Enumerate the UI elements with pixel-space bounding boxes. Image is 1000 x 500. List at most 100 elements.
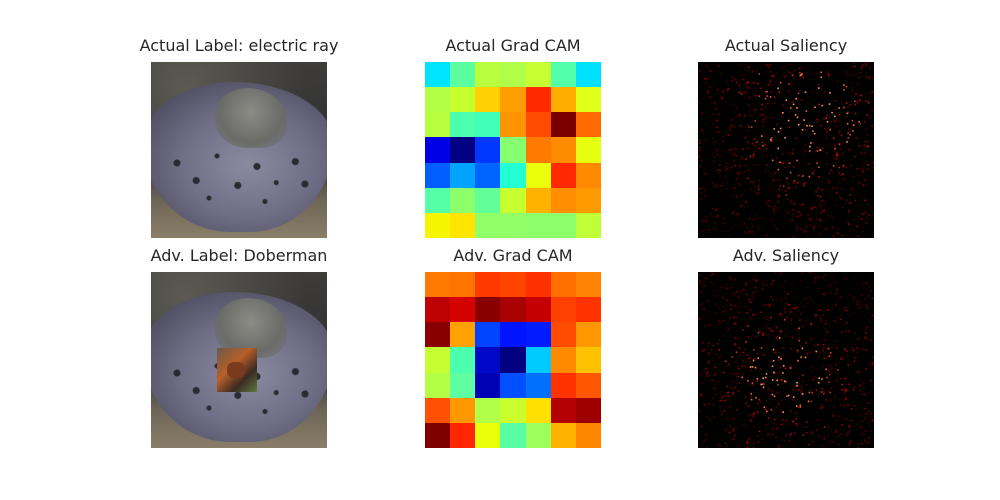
saliency-pixel [735,317,737,319]
saliency-pixel [819,367,821,370]
saliency-pixel [712,283,715,286]
saliency-pixel [716,208,718,211]
saliency-pixel [761,383,764,386]
saliency-pixel [762,334,764,336]
saliency-pixel [863,121,866,123]
saliency-pixel [774,102,776,104]
saliency-pixel [819,149,822,151]
saliency-pixel [798,124,800,126]
saliency-pixel [749,109,751,111]
saliency-pixel [707,342,710,345]
saliency-pixel [747,335,750,338]
saliency-pixel [789,308,791,310]
saliency-pixel [702,341,705,344]
saliency-pixel [804,91,807,93]
saliency-pixel [839,296,842,298]
saliency-pixel [873,109,874,112]
saliency-pixel [795,424,798,427]
saliency-pixel [709,96,711,99]
saliency-pixel [815,350,818,353]
saliency-pixel [714,221,716,224]
saliency-pixel [747,104,750,107]
saliency-pixel [786,316,789,319]
saliency-pixel [821,104,824,107]
saliency-pixel [701,314,703,317]
saliency-pixel [716,93,719,95]
saliency-pixel [833,431,835,434]
panel-title: Actual Grad CAM [445,36,581,55]
saliency-pixel [790,348,793,350]
saliency-pixel [752,413,755,415]
saliency-pixel [745,232,748,235]
saliency-pixel [789,71,792,74]
saliency-pixel [869,67,871,70]
saliency-pixel [787,152,790,155]
saliency-pixel [830,292,833,294]
saliency-pixel [724,175,727,178]
saliency-pixel [774,223,777,226]
saliency-pixel [838,114,841,116]
saliency-pixel [758,95,761,97]
saliency-pixel [813,225,815,228]
saliency-pixel [750,369,753,371]
saliency-pixel [735,178,738,180]
saliency-pixel [796,306,798,309]
saliency-pixel [836,232,839,235]
saliency-pixel [739,164,741,166]
saliency-pixel [725,442,727,444]
saliency-pixel [721,296,724,299]
saliency-pixel [787,442,790,445]
saliency-pixel [745,402,747,405]
saliency-pixel [794,412,797,415]
heatmap-cell [475,212,501,238]
saliency-pixel [738,63,741,65]
saliency-pixel [804,124,807,126]
saliency-pixel [754,170,757,173]
heatmap-cell [500,112,526,138]
saliency-pixel [754,366,757,369]
saliency-pixel [823,117,825,120]
saliency-pixel [846,321,849,324]
saliency-pixel [791,318,793,320]
saliency-pixel [772,360,775,362]
saliency-pixel [828,73,830,76]
saliency-pixel [857,303,860,305]
saliency-pixel [865,349,868,351]
saliency-pixel [796,349,799,352]
saliency-pixel [732,394,735,396]
saliency-pixel [870,274,873,276]
saliency-pixel [701,303,703,305]
saliency-pixel [699,395,701,398]
saliency-pixel [757,147,760,150]
saliency-pixel [751,415,754,417]
saliency-pixel [835,372,838,375]
saliency-pixel [805,230,807,233]
saliency-pixel [770,316,772,319]
heatmap-cell [425,322,451,348]
heatmap-cell [500,212,526,238]
saliency-pixel [750,114,752,116]
saliency-pixel [758,192,760,195]
saliency-pixel [842,164,845,167]
saliency-pixel [865,218,867,220]
saliency-pixel [699,152,701,155]
saliency-pixel [705,438,708,440]
saliency-pixel [870,233,873,236]
saliency-pixel [749,337,752,339]
saliency-pixel [743,231,746,233]
saliency-pixel [756,70,759,72]
saliency-pixel [701,443,704,446]
saliency-pixel [776,193,779,196]
saliency-pixel [787,394,790,397]
saliency-pixel [780,315,783,317]
saliency-pixel [827,127,830,130]
saliency-pixel [838,107,840,109]
saliency-pixel [759,114,762,116]
saliency-pixel [804,128,806,130]
saliency-pixel [754,214,757,216]
saliency-pixel [733,103,735,105]
saliency-pixel [818,202,821,205]
saliency-pixel [823,426,826,428]
saliency-pixel [834,281,836,284]
saliency-pixel [747,87,750,89]
